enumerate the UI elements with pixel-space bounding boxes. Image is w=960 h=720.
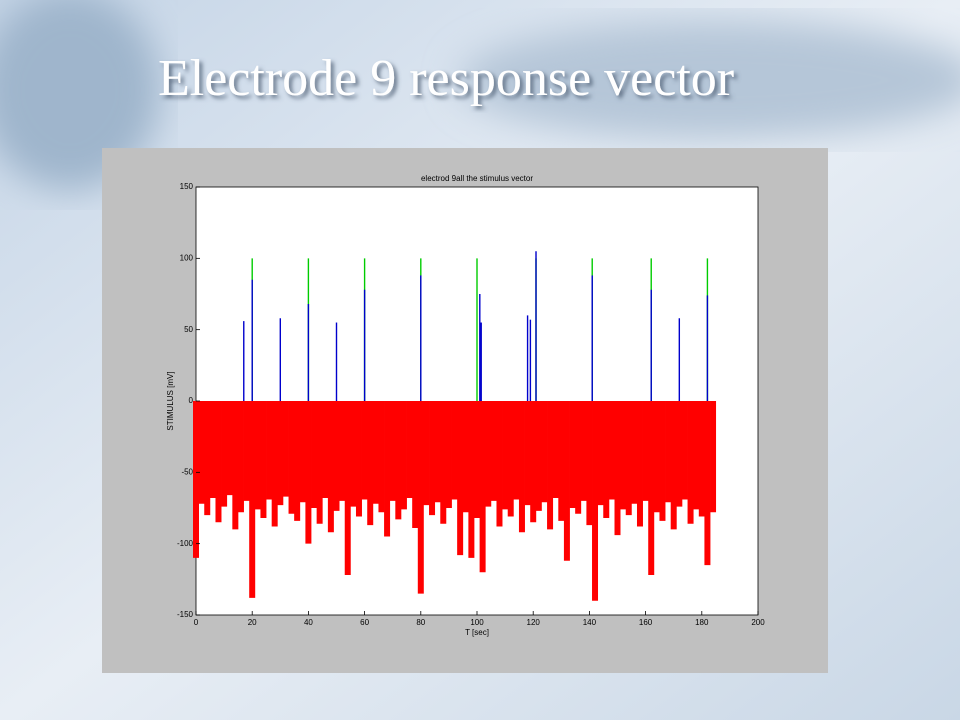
y-tick-label: -50 (181, 467, 193, 476)
y-tick-label: -100 (177, 539, 194, 548)
x-tick-label: 100 (470, 618, 484, 627)
x-tick-label: 0 (194, 618, 199, 627)
x-tick-label: 160 (639, 618, 653, 627)
y-tick-label: 50 (184, 325, 193, 334)
x-axis-label: T [sec] (465, 628, 489, 637)
marks (193, 251, 717, 601)
x-tick-label: 120 (527, 618, 541, 627)
decoration (460, 20, 960, 140)
x-tick-label: 20 (248, 618, 257, 627)
chart-title: electrod 9all the stimulus vector (421, 174, 533, 183)
x-tick-label: 60 (360, 618, 369, 627)
photo-decoration (0, 0, 160, 190)
y-tick-label: -150 (177, 610, 194, 619)
y-tick-label: 150 (180, 182, 194, 191)
x-tick-label: 180 (695, 618, 709, 627)
x-tick-label: 40 (304, 618, 313, 627)
x-tick-label: 140 (583, 618, 597, 627)
y-tick-label: 100 (180, 253, 194, 262)
x-tick-label: 80 (416, 618, 425, 627)
x-tick-label: 200 (751, 618, 765, 627)
y-tick-label: 0 (189, 396, 194, 405)
y-axis-label: STIMULUS [mV] (166, 371, 175, 430)
slide-title: Electrode 9 response vector (158, 50, 734, 107)
